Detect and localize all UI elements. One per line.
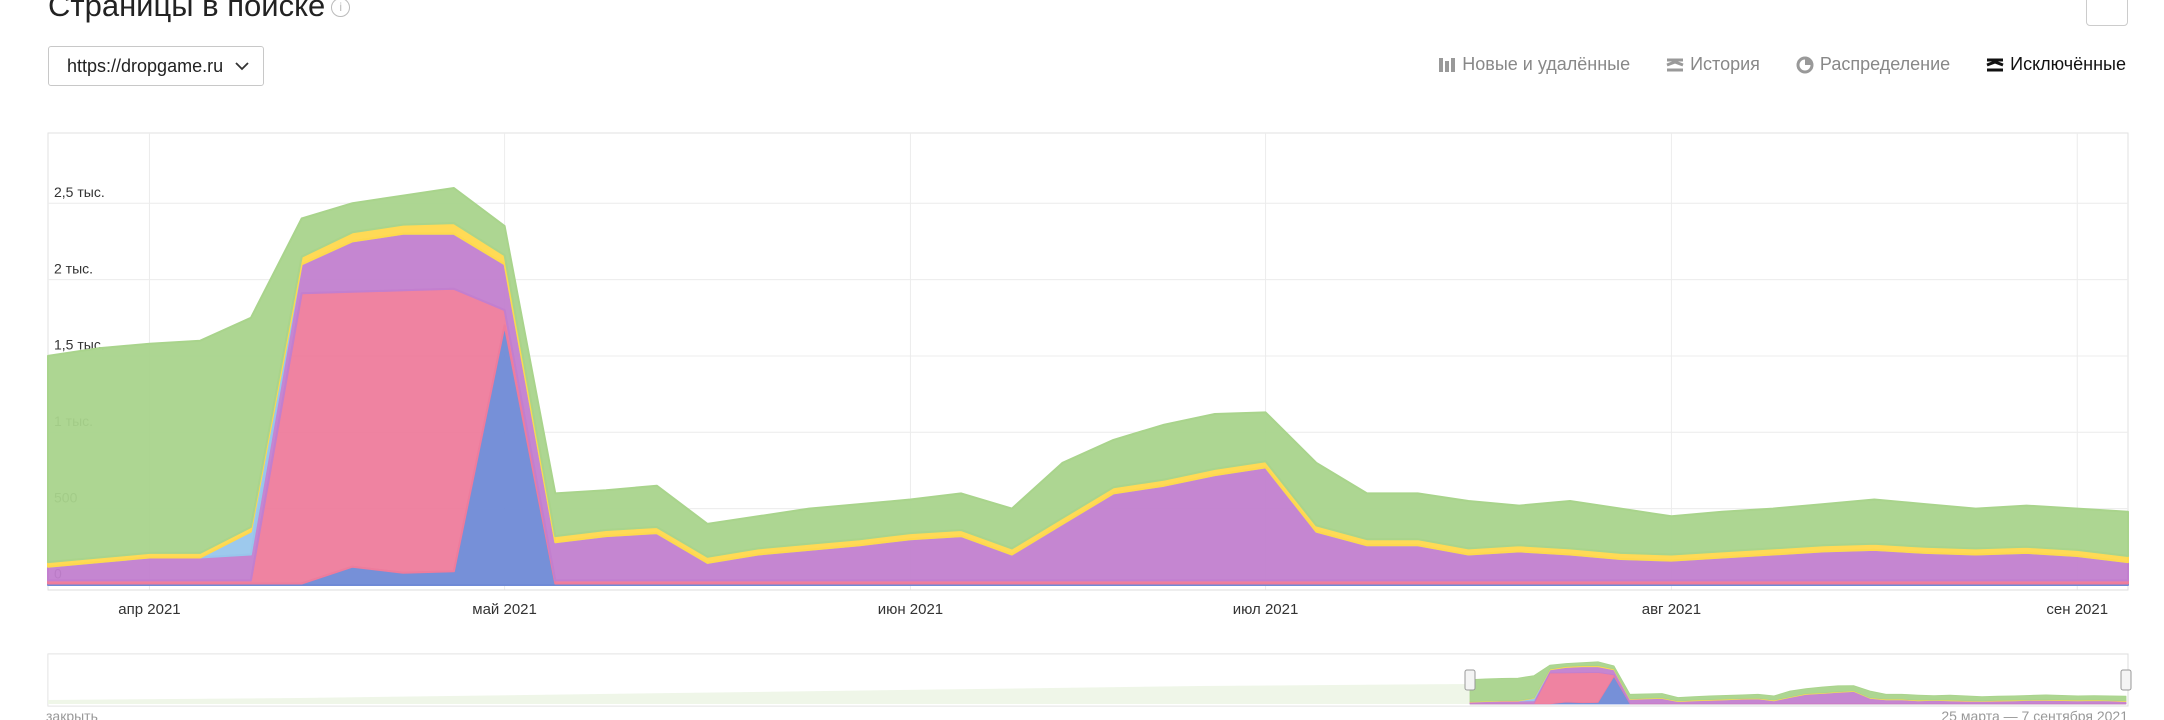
tab[interactable]: История xyxy=(1666,54,1760,75)
tab-label: Исключённые xyxy=(2010,54,2126,74)
x-tick-label: сен 2021 xyxy=(2046,601,2108,618)
range-text: 25 марта — 7 сентября 2021 xyxy=(1941,708,2128,720)
x-tick-label: июн 2021 xyxy=(878,601,943,618)
y-tick-label: 2 тыс. xyxy=(54,260,93,276)
tab[interactable]: Распределение xyxy=(1796,54,1950,75)
settings-button[interactable] xyxy=(2086,0,2128,26)
x-tick-label: апр 2021 xyxy=(118,601,180,618)
site-select[interactable]: https://dropgame.ru xyxy=(48,46,264,86)
tab[interactable]: Исключённые xyxy=(1986,54,2126,75)
area xyxy=(47,187,2129,564)
site-text: https://dropgame.ru xyxy=(67,56,224,76)
x-tick-label: авг 2021 xyxy=(1642,601,1701,618)
tab-icon xyxy=(1439,57,1456,72)
tab-label: История xyxy=(1690,54,1760,74)
tab[interactable]: Новые и удалённые xyxy=(1438,54,1630,75)
navigator-history xyxy=(48,684,1470,704)
navigator-shade xyxy=(48,654,1470,706)
tab-icon xyxy=(1796,56,1814,73)
x-tick-label: июл 2021 xyxy=(1233,601,1299,618)
chevron xyxy=(235,62,249,71)
tabs: Новые и удалённые История Распределение … xyxy=(1438,54,2126,75)
title-text: Страницы в поиске xyxy=(48,0,326,23)
close-link[interactable]: закрыть xyxy=(46,708,98,720)
navigator-handle xyxy=(2120,669,2132,691)
navigator-handle xyxy=(1464,669,1476,691)
tab-label: Распределение xyxy=(1819,54,1951,74)
page-title: Страницы в поиске i xyxy=(48,0,351,24)
info-icon[interactable]: i xyxy=(331,0,351,18)
y-tick-label: 2,5 тыс. xyxy=(54,184,105,200)
navigator-area xyxy=(1469,661,2127,702)
tab-icon xyxy=(1986,58,2004,71)
tab-icon xyxy=(1666,58,1684,71)
tab-label: Новые и удалённые xyxy=(1462,54,1631,74)
x-tick-label: май 2021 xyxy=(472,601,537,618)
